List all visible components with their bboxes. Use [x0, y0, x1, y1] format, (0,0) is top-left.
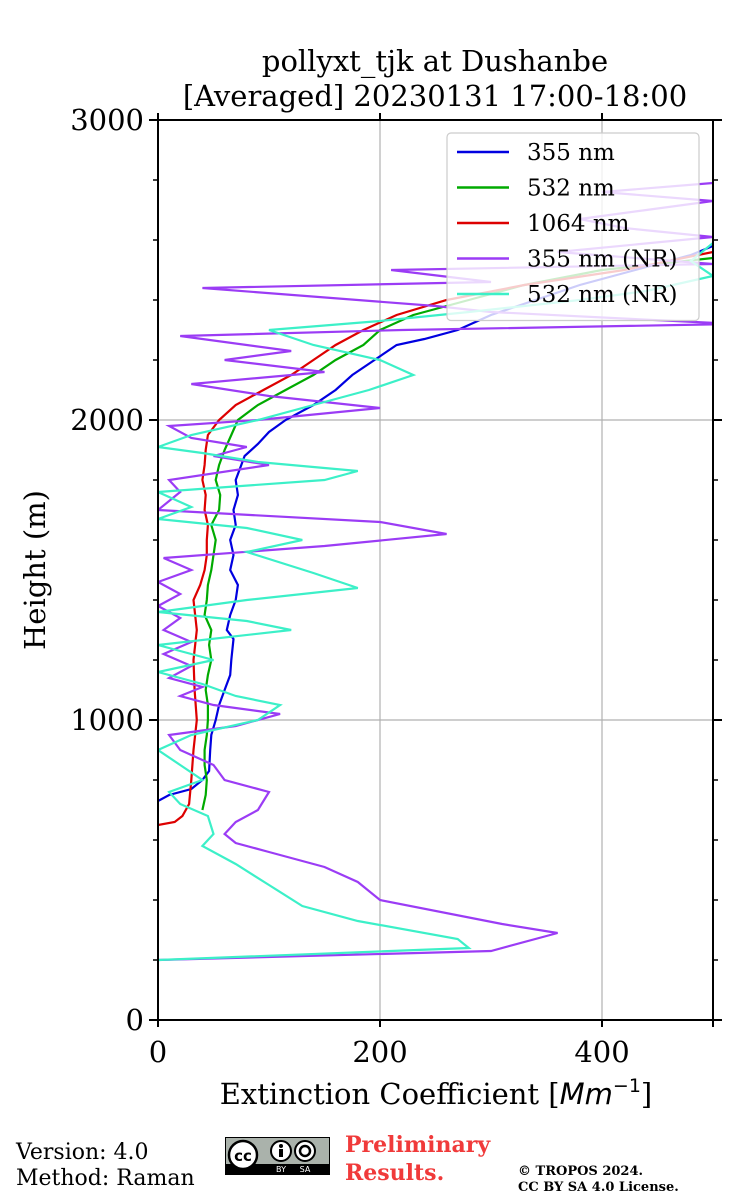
x-axis-label-text: Extinction Coefficient [ — [220, 1077, 560, 1111]
series-line-1064-nm — [158, 250, 713, 827]
legend-label: 355 nm — [527, 140, 615, 166]
series-line-532-nm — [201, 256, 713, 811]
series-line-355-nm — [158, 244, 713, 802]
plot-frame — [157, 119, 714, 1021]
series-line-355-nm-nr- — [158, 181, 713, 962]
y-tick-label: 1000 — [70, 703, 144, 737]
share-alike-icon — [298, 1144, 312, 1158]
x-axis-label-close: ] — [641, 1077, 652, 1111]
y-axis-label: Height (m) — [18, 490, 52, 650]
series-line-532-nm-nr- — [158, 242, 713, 962]
copyright-line2: CC BY SA 4.0 License. — [518, 1180, 679, 1195]
x-axis-label-unit: Mm — [560, 1077, 613, 1111]
sa-label: SA — [300, 1165, 311, 1174]
legend-label: 1064 nm — [527, 211, 630, 237]
legend-box — [446, 132, 700, 322]
x-tick-label: 400 — [574, 1035, 629, 1069]
preliminary-label-line1: Preliminary — [345, 1132, 491, 1158]
legend-label: 532 nm — [527, 176, 615, 202]
copyright-line1: © TROPOS 2024. — [518, 1164, 644, 1179]
axis-ticks: 0 200 400 0 1000 2000 3000 — [70, 103, 722, 1069]
cc-license-badge: cc BY SA — [225, 1137, 330, 1175]
extinction-profile-chart: pollyxt_tjk at Dushanbe [Averaged] 20230… — [18, 44, 722, 1111]
series — [158, 181, 713, 962]
method-label: Method: Raman — [16, 1166, 195, 1191]
chart-title-line1: pollyxt_tjk at Dushanbe — [262, 44, 608, 79]
y-tick-label: 3000 — [70, 103, 144, 137]
legend: 355 nm 532 nm 1064 nm 355 nm (NR) 532 nm (NR… — [446, 132, 700, 322]
y-tick-label: 2000 — [70, 403, 144, 437]
title: pollyxt_tjk at Dushanbe [Averaged] 20230… — [183, 44, 687, 113]
y-tick-label: 0 — [126, 1003, 144, 1037]
x-axis-label-exponent: −1 — [613, 1075, 641, 1097]
x-tick-label: 0 — [149, 1035, 167, 1069]
by-attribution-icon — [279, 1144, 283, 1148]
x-axis-label: Extinction Coefficient [Mm−1] — [220, 1075, 653, 1111]
by-label: BY — [276, 1165, 286, 1174]
preliminary-label-line2: Results. — [345, 1160, 445, 1186]
x-tick-label: 200 — [352, 1035, 407, 1069]
version-label: Version: 4.0 — [16, 1140, 149, 1165]
chart-title-line2: [Averaged] 20230131 17:00-18:00 — [183, 79, 687, 113]
legend-label: 532 nm (NR) — [527, 282, 678, 308]
cc-icon: cc — [234, 1147, 252, 1165]
legend-label: 355 nm (NR) — [527, 247, 678, 273]
